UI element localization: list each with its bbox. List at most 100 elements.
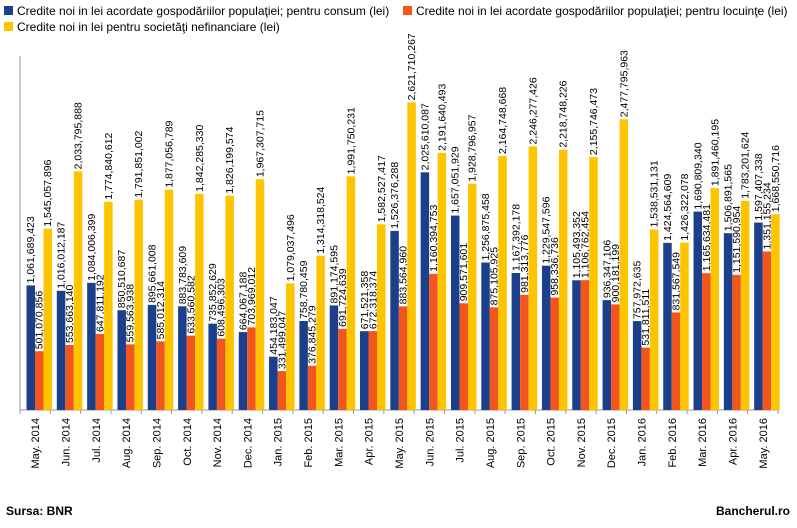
data-label: 757,972,635 — [632, 261, 644, 320]
data-label: 758,780,459 — [298, 260, 310, 319]
data-label: 1,084,006,399 — [86, 214, 98, 281]
data-label: 883,783,609 — [177, 246, 189, 305]
bar-consum — [632, 321, 642, 410]
x-tick-label: Oct. 2015 — [546, 418, 558, 466]
bar-consum — [269, 356, 278, 410]
data-label: 1,597,407,338 — [753, 153, 765, 220]
data-label: 1,791,851,002 — [133, 130, 145, 197]
bar-consum — [572, 280, 581, 410]
data-label: 1,314,318,524 — [315, 186, 327, 253]
bar-consum — [299, 320, 308, 410]
x-tick-label: Jun. 2014 — [60, 418, 72, 466]
x-tick-label: Feb. 2015 — [303, 418, 315, 468]
bar-societati — [498, 156, 507, 410]
data-label: 936,347,106 — [601, 240, 613, 299]
bar-consum — [238, 332, 248, 410]
x-tick-label: Mar. 2015 — [333, 418, 345, 467]
data-label: 376,845,279 — [307, 305, 319, 364]
x-tick-label: Apr. 2016 — [728, 418, 740, 465]
data-label: 2,218,748,226 — [558, 80, 570, 147]
data-label: 1,582,527,417 — [376, 155, 388, 222]
bar-consum — [87, 282, 96, 410]
bar-consum — [360, 331, 369, 410]
data-label: 1,061,689,423 — [25, 216, 37, 283]
x-tick-label: Jul. 2014 — [91, 418, 103, 463]
legend-label-consum: Credite noi in lei acordate gospodăriilo… — [17, 4, 390, 18]
chart-legend: Credite noi in lei acordate gospodăriilo… — [0, 0, 797, 60]
data-label: 2,164,748,668 — [497, 87, 509, 154]
x-tick-label: Aug. 2015 — [485, 418, 497, 468]
bar-consum — [178, 306, 187, 410]
bar-locuinte — [186, 335, 196, 410]
data-label: 1,774,840,612 — [103, 132, 115, 199]
bar-locuinte — [307, 365, 317, 410]
data-label: 1,967,307,715 — [254, 110, 266, 177]
x-tick-label: Dec. 2015 — [606, 418, 618, 468]
data-label: 883,564,960 — [398, 246, 410, 305]
data-label: 735,852,629 — [207, 263, 219, 322]
bar-societati — [528, 146, 538, 411]
data-label: 331,499,047 — [276, 311, 288, 370]
data-label: 1,424,564,609 — [662, 174, 674, 241]
bar-societati — [407, 102, 416, 411]
x-tick-label: Apr. 2015 — [364, 418, 376, 465]
data-label: 671,521,358 — [359, 271, 371, 330]
legend-item-societati: Credite noi in lei pentru societăţi nefi… — [4, 20, 280, 34]
data-label: 691,724,639 — [337, 268, 349, 327]
bar-societati — [649, 229, 659, 410]
data-label: 1,657,051,929 — [450, 146, 462, 213]
data-label: 531,811,511 — [640, 289, 652, 346]
bar-societati — [104, 201, 113, 410]
bar-locuinte — [247, 327, 256, 410]
bar-locuinte — [520, 294, 529, 410]
bar-locuinte — [156, 341, 165, 410]
bar-locuinte — [277, 371, 287, 410]
data-label: 501,070,856 — [34, 291, 46, 350]
bar-locuinte — [671, 312, 681, 410]
x-tick-label: Sep. 2014 — [151, 418, 163, 468]
legend-label-societati: Credite noi in lei pentru societăţi nefi… — [17, 20, 280, 34]
bar-societati — [589, 157, 598, 410]
bar-locuinte — [368, 331, 378, 410]
bar-societati — [164, 189, 174, 410]
data-label: 585,012,314 — [155, 281, 167, 340]
data-label: 900,181,199 — [610, 244, 622, 303]
data-label: 454,183,047 — [268, 296, 280, 355]
x-tick-label: May. 2014 — [30, 418, 42, 469]
legend-swatch-consum — [4, 6, 13, 15]
data-label: 891,174,595 — [328, 245, 340, 304]
x-tick-label: Aug. 2014 — [121, 418, 133, 468]
bar-societati — [467, 183, 477, 410]
source-note: Sursa: BNR — [6, 504, 73, 518]
data-label: 1,016,012,187 — [56, 221, 68, 288]
bar-consum — [450, 215, 460, 410]
bar-locuinte — [732, 274, 741, 410]
bar-consum — [511, 273, 521, 410]
bar-locuinte — [429, 273, 438, 410]
data-label: 559,563,938 — [125, 284, 137, 343]
bar-societati — [619, 119, 629, 410]
bar-societati — [346, 176, 356, 410]
data-label: 1,506,891,565 — [723, 164, 735, 231]
bar-consum — [117, 310, 126, 410]
bar-societati — [286, 283, 295, 410]
data-label: 1,526,376,288 — [389, 162, 401, 229]
x-tick-label: Jan. 2016 — [637, 418, 649, 466]
data-label: 850,510,687 — [116, 250, 128, 309]
bar-societati — [255, 179, 265, 410]
data-label: 1,151,590,954 — [731, 206, 743, 273]
bar-consum — [541, 265, 551, 410]
bar-locuinte — [702, 273, 711, 410]
bar-locuinte — [398, 306, 408, 410]
data-label: 672,318,374 — [367, 271, 379, 330]
bar-consum — [208, 323, 217, 410]
legend-swatch-locuinte — [403, 6, 412, 15]
bar-locuinte — [489, 307, 499, 410]
bar-locuinte — [65, 345, 74, 410]
x-tick-label: Nov. 2014 — [212, 418, 224, 467]
bar-consum — [390, 230, 399, 410]
x-tick-label: Jun. 2015 — [424, 418, 436, 466]
data-label: 553,663,140 — [64, 284, 76, 343]
bar-societati — [771, 214, 780, 410]
